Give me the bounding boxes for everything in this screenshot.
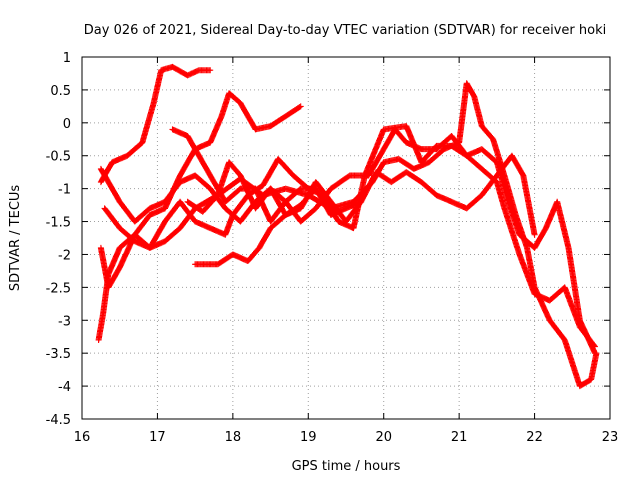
y-tick-label: 0.5 <box>50 84 71 99</box>
x-tick-label: 18 <box>225 430 242 445</box>
x-tick-label: 22 <box>526 430 543 445</box>
x-tick-label: 19 <box>300 430 317 445</box>
y-tick-label: 0 <box>63 117 71 132</box>
y-tick-label: -2 <box>58 248 71 263</box>
x-tick-label: 16 <box>74 430 91 445</box>
data-point-marker <box>296 104 303 110</box>
y-tick-label: -0.5 <box>46 150 71 165</box>
y-tick-label: -2.5 <box>46 281 71 296</box>
y-tick-label: -3.5 <box>46 347 71 362</box>
grid <box>82 57 610 419</box>
series-track-1 <box>97 63 214 186</box>
x-tick-label: 17 <box>149 430 166 445</box>
series-track-5 <box>101 123 598 357</box>
y-axis-label: SDTVAR / TECUs <box>8 185 23 292</box>
data-series <box>95 63 600 390</box>
x-axis-label: GPS time / hours <box>292 459 401 474</box>
x-tick-label: 21 <box>451 430 468 445</box>
series-track-6 <box>169 126 538 238</box>
data-point-marker <box>207 67 214 74</box>
y-tick-label: -4 <box>58 380 71 395</box>
y-tick-label: -4.5 <box>46 413 71 428</box>
series-track-8 <box>184 159 365 225</box>
x-tick-label: 23 <box>602 430 619 445</box>
data-point-marker <box>591 350 598 357</box>
x-tick-label: 20 <box>375 430 392 445</box>
series-track-3 <box>95 80 600 390</box>
chart-title: Day 026 of 2021, Sidereal Day-to-day VTE… <box>84 23 606 38</box>
data-point-marker <box>531 231 538 238</box>
axis-ticks: 16 17 18 19 20 21 22 23 1 0.5 0 -0.5 -1 -1.5 -2 -2.5 -3 -… <box>46 51 619 445</box>
y-tick-label: 1 <box>63 51 71 66</box>
plot-frame <box>81 56 611 420</box>
data-point-marker <box>358 198 365 205</box>
data-point-marker <box>357 199 364 206</box>
y-tick-label: -1 <box>58 183 71 198</box>
y-tick-label: -3 <box>58 314 71 329</box>
y-tick-label: -1.5 <box>46 216 71 231</box>
data-point-marker <box>297 103 304 110</box>
